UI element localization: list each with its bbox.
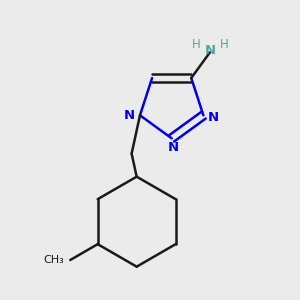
Text: H: H [220,38,228,51]
Text: N: N [124,109,135,122]
Text: N: N [208,112,219,124]
Text: CH₃: CH₃ [44,255,64,265]
Text: N: N [168,141,179,154]
Text: N: N [204,44,215,57]
Text: H: H [192,38,201,51]
